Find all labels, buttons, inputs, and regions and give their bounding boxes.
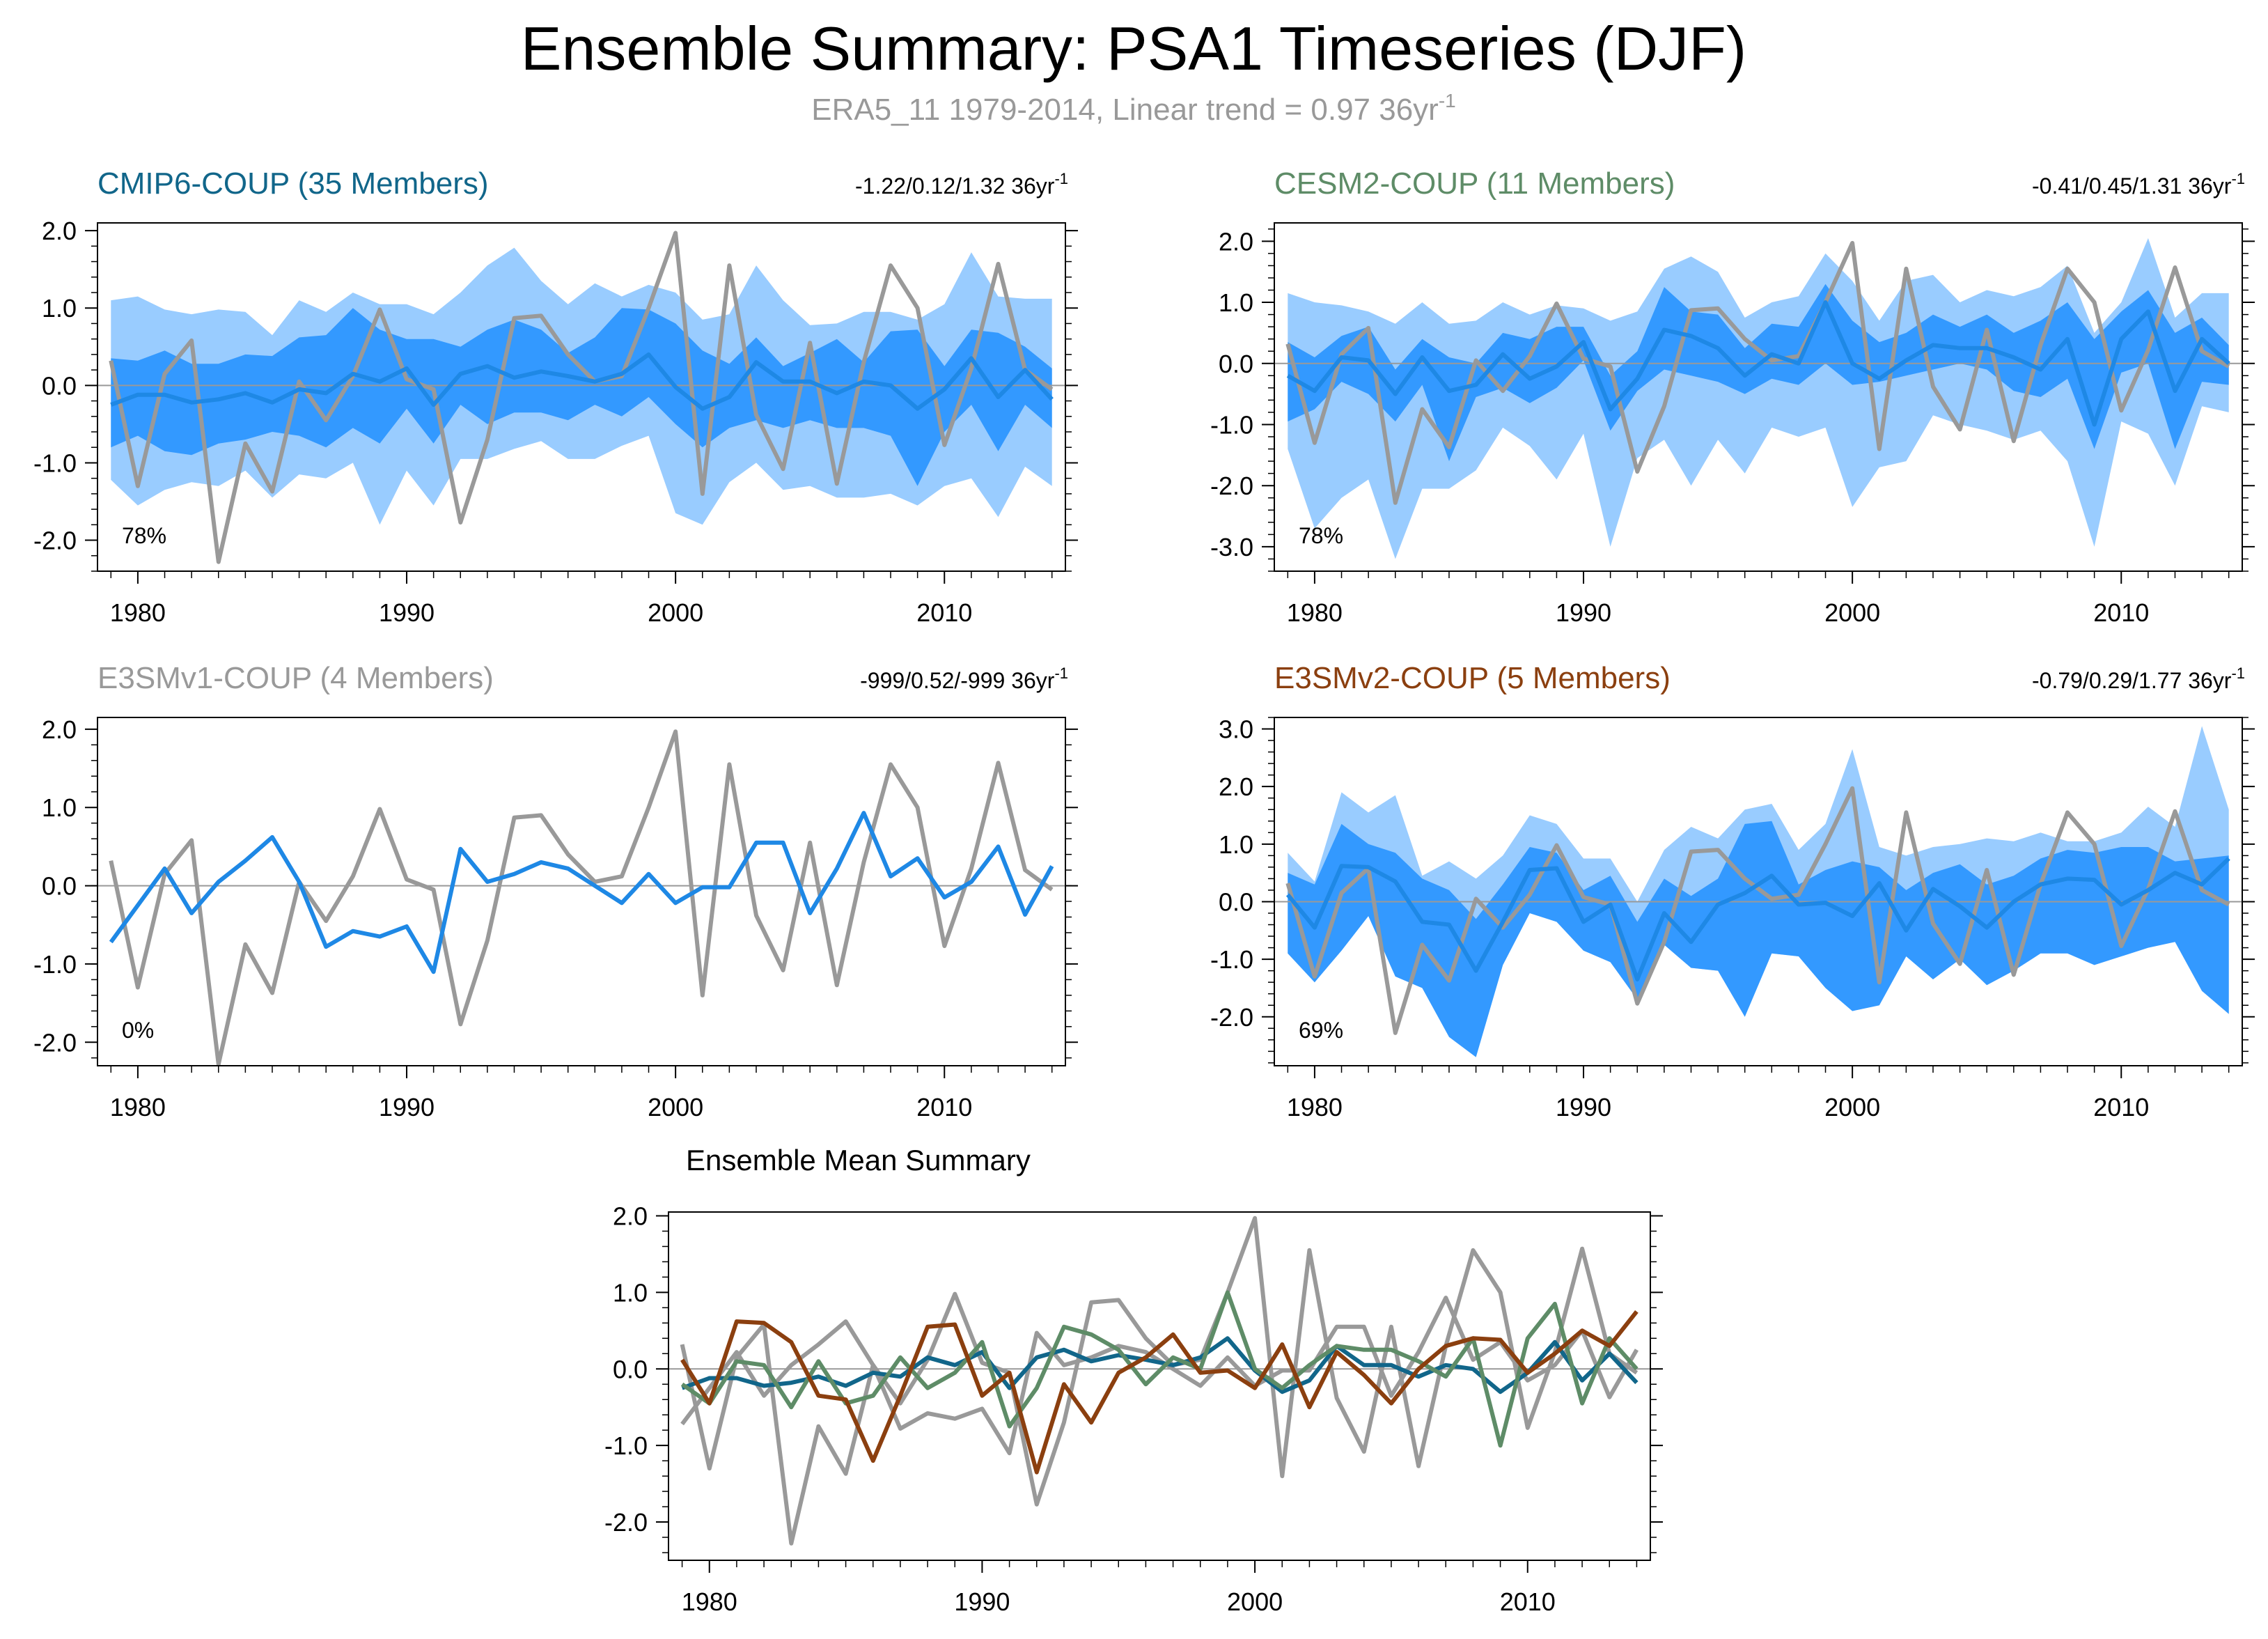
e3smv1-ytick-label: -2.0 <box>33 1028 77 1057</box>
cesm2-trend-main: -0.41/0.45/1.31 36yr <box>2032 173 2232 199</box>
cmip6-frame <box>97 222 1066 572</box>
figure-title: Ensemble Summary: PSA1 Timeseries (DJF) <box>521 14 1746 83</box>
cmip6-title: CMIP6-COUP (35 Members) <box>97 166 489 201</box>
cesm2-obs-line <box>1285 240 2230 505</box>
e3smv2-percent-label: 69% <box>1299 1018 1343 1043</box>
e3smv1-mean-line <box>109 811 1054 974</box>
cmip6-xtick-label: 2010 <box>916 598 972 627</box>
e3smv2-xtick-label: 1980 <box>1287 1093 1343 1121</box>
e3smv1-percent-label: 0% <box>122 1018 154 1043</box>
e3smv2-ytick-label: -2.0 <box>1210 1003 1253 1032</box>
cmip6-xtick-label: 1980 <box>110 598 166 627</box>
cesm2-ytick-label: -3.0 <box>1210 533 1253 561</box>
cesm2-ytick-label: 0.0 <box>1219 350 1253 378</box>
summary-xtick-label: 1980 <box>682 1587 737 1616</box>
e3smv2-ytick-label: 1.0 <box>1219 830 1253 859</box>
cmip6-panel: -2.0 -1.0 0.0 1.0 2.0 1980 1990 2000 2010 CMIP6-C… <box>33 166 1078 627</box>
e3smv1-ytick-label: 2.0 <box>42 715 77 744</box>
summary-title: Ensemble Mean Summary <box>686 1144 1031 1176</box>
cesm2-ytick-label: 2.0 <box>1219 227 1253 256</box>
summary-xtick-label: 1990 <box>954 1587 1010 1616</box>
e3smv2-inner-band <box>1288 821 2229 1057</box>
e3smv2-mean-line <box>1285 857 2230 981</box>
cesm2-panel: -3.0 -2.0 -1.0 0.0 1.0 2.0 1980 1990 2000 2010 CES… <box>1210 166 2255 627</box>
e3smv2-xtick-label: 2000 <box>1824 1093 1880 1121</box>
summary-series-2-line <box>681 1336 1639 1395</box>
e3smv2-trend: -0.79/0.29/1.77 36yr-1 <box>2032 665 2245 693</box>
cmip6-xtick-label: 2000 <box>648 598 703 627</box>
e3smv1-title: E3SMv1-COUP (4 Members) <box>97 661 494 695</box>
e3smv1-frame <box>97 717 1066 1066</box>
cesm2-xtick-label: 2010 <box>2093 598 2149 627</box>
cesm2-trend-exponent: -1 <box>2231 170 2245 187</box>
e3smv1-xtick-label: 2000 <box>648 1093 703 1121</box>
summary-frame <box>668 1211 1651 1561</box>
e3smv1-trend-exponent: -1 <box>1054 665 1068 682</box>
e3smv2-trend-exponent: -1 <box>2231 665 2245 682</box>
summary-ytick-label: -2.0 <box>604 1508 648 1537</box>
summary-series-0-line <box>680 1215 1639 1546</box>
e3smv1-xtick-label: 1980 <box>110 1093 166 1121</box>
e3smv1-xtick-label: 1990 <box>379 1093 435 1121</box>
e3smv1-ytick-label: 0.0 <box>42 872 77 901</box>
e3smv1-trend-main: -999/0.52/-999 36yr <box>860 668 1055 693</box>
cmip6-obs-line <box>109 231 1054 564</box>
cmip6-inner-band <box>111 308 1052 486</box>
cmip6-ytick-label: -2.0 <box>33 527 77 555</box>
figure-subtitle-exponent: -1 <box>1439 90 1456 111</box>
cesm2-inner-band <box>1288 283 2229 462</box>
e3smv1-panel: -2.0 -1.0 0.0 1.0 2.0 1980 1990 2000 2010 E3SMv1-… <box>33 661 1078 1121</box>
e3smv1-ytick-label: -1.0 <box>33 950 77 979</box>
e3smv2-ytick-label: 0.0 <box>1219 887 1253 916</box>
cesm2-xtick-label: 1980 <box>1287 598 1343 627</box>
cmip6-ytick-label: -1.0 <box>33 449 77 477</box>
cesm2-xtick-label: 1990 <box>1556 598 1611 627</box>
e3smv2-xtick-label: 2010 <box>2093 1093 2149 1121</box>
summary-series-4-line <box>680 1310 1639 1475</box>
summary-series-3-line <box>680 1290 1639 1448</box>
figure-subtitle-main: ERA5_11 1979-2014, Linear trend = 0.97 3… <box>811 93 1439 127</box>
e3smv2-ytick-label: -1.0 <box>1210 945 1253 974</box>
e3smv2-trend-main: -0.79/0.29/1.77 36yr <box>2032 668 2232 693</box>
figure-subtitle: ERA5_11 1979-2014, Linear trend = 0.97 3… <box>811 90 1456 127</box>
cesm2-xtick-label: 2000 <box>1824 598 1880 627</box>
cesm2-mean-line <box>1286 300 2230 427</box>
e3smv1-obs-line <box>109 729 1054 1066</box>
cesm2-title: CESM2-COUP (11 Members) <box>1274 166 1675 201</box>
summary-xtick-label: 2010 <box>1500 1587 1556 1616</box>
e3smv2-frame <box>1274 717 2243 1066</box>
cesm2-ytick-label: 1.0 <box>1219 288 1253 317</box>
cesm2-ytick-label: -2.0 <box>1210 472 1253 500</box>
cesm2-outer-band <box>1288 238 2229 559</box>
e3smv2-ytick-label: 3.0 <box>1219 715 1253 744</box>
e3smv2-title: E3SMv2-COUP (5 Members) <box>1274 661 1671 695</box>
summary-ytick-label: 0.0 <box>613 1355 648 1383</box>
e3smv2-obs-line <box>1285 786 2230 1035</box>
summary-panel: -2.0 -1.0 0.0 1.0 2.0 1980 1990 2000 2010 Ensembl… <box>604 1144 1663 1616</box>
cmip6-xtick-label: 1990 <box>379 598 435 627</box>
e3smv1-trend: -999/0.52/-999 36yr-1 <box>860 665 1068 693</box>
e3smv1-xtick-label: 2010 <box>916 1093 972 1121</box>
cesm2-ytick-label: -1.0 <box>1210 410 1253 439</box>
cmip6-ytick-label: 1.0 <box>42 294 77 323</box>
summary-xtick-label: 2000 <box>1227 1587 1283 1616</box>
cesm2-frame <box>1274 222 2243 572</box>
cmip6-trend: -1.22/0.12/1.32 36yr-1 <box>855 170 1068 199</box>
e3smv2-panel: -2.0 -1.0 0.0 1.0 2.0 3.0 1980 1990 2000 2010 E3SM… <box>1210 661 2255 1121</box>
cmip6-ytick-label: 2.0 <box>42 217 77 245</box>
cesm2-trend: -0.41/0.45/1.31 36yr-1 <box>2032 170 2245 199</box>
e3smv1-ytick-label: 1.0 <box>42 793 77 822</box>
summary-ytick-label: 1.0 <box>613 1278 648 1307</box>
cmip6-mean-line <box>110 352 1054 411</box>
summary-ytick-label: -1.0 <box>604 1431 648 1460</box>
summary-ytick-label: 2.0 <box>613 1202 648 1230</box>
e3smv2-xtick-label: 1990 <box>1556 1093 1611 1121</box>
e3smv2-ytick-label: 2.0 <box>1219 772 1253 801</box>
cmip6-percent-label: 78% <box>122 523 166 548</box>
cmip6-trend-exponent: -1 <box>1054 170 1068 187</box>
cmip6-trend-main: -1.22/0.12/1.32 36yr <box>855 173 1055 199</box>
cmip6-ytick-label: 0.0 <box>42 371 77 400</box>
cesm2-percent-label: 78% <box>1299 523 1343 548</box>
